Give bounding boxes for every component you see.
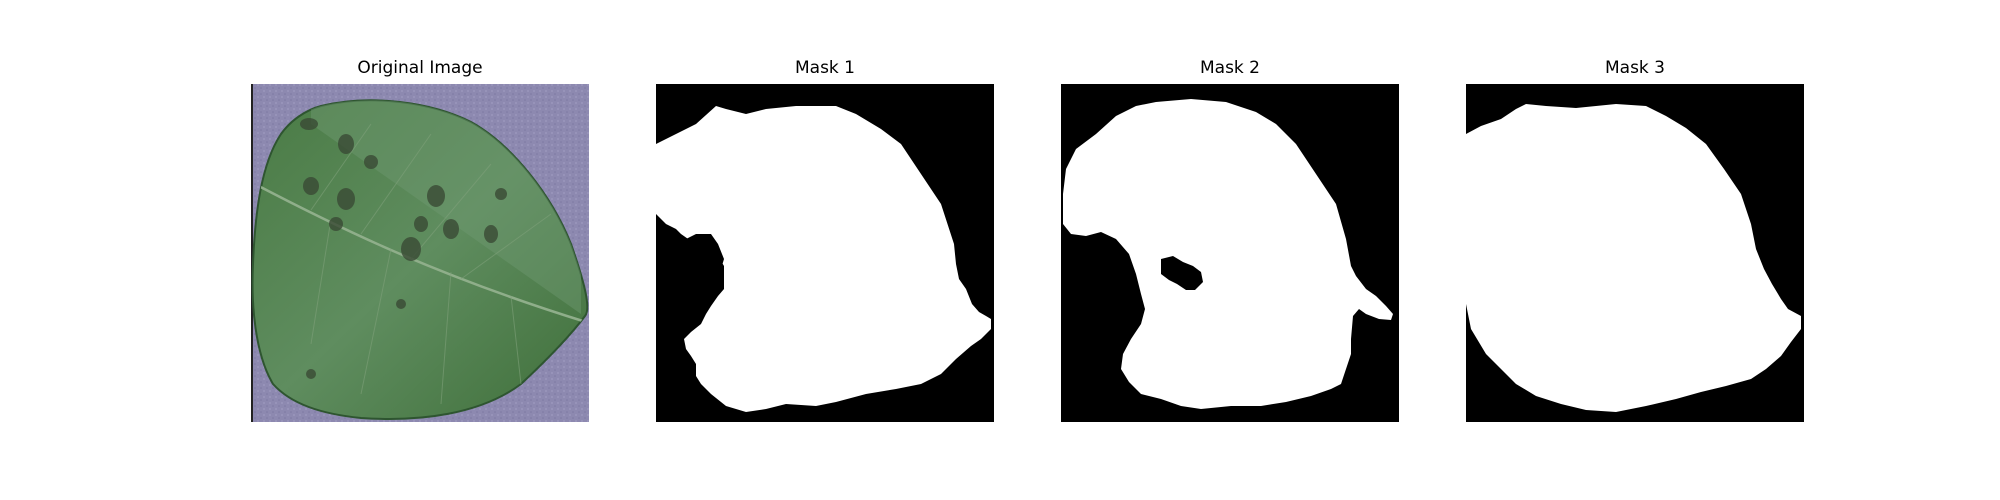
mask-1-image	[656, 84, 994, 422]
mask-2-image	[1061, 84, 1399, 422]
panel-title-mask-1: Mask 1	[794, 58, 855, 78]
panel-title-original-image: Original Image	[357, 58, 483, 78]
original-image-panel: Original Image	[251, 57, 589, 423]
mask-3-panel: Mask 3	[1466, 57, 1804, 423]
mask-3-image	[1466, 84, 1804, 422]
leaf-photo	[251, 84, 589, 422]
mask-1-panel: Mask 1	[656, 57, 994, 423]
panel-title-mask-3: Mask 3	[1604, 58, 1665, 78]
mask-2-panel: Mask 2	[1061, 57, 1399, 423]
panel-title-mask-2: Mask 2	[1199, 58, 1260, 78]
